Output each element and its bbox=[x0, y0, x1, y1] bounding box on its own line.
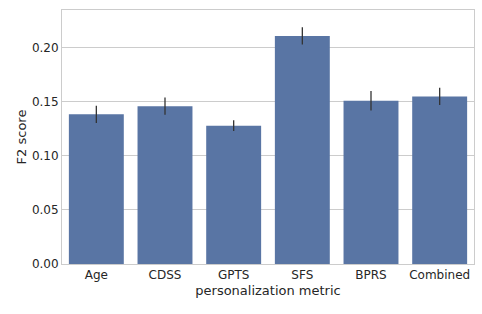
svg-text:0.10: 0.10 bbox=[32, 149, 59, 163]
svg-text:0.00: 0.00 bbox=[32, 257, 59, 271]
svg-text:personalization metric: personalization metric bbox=[195, 283, 340, 298]
svg-text:BPRS: BPRS bbox=[355, 268, 386, 282]
svg-text:Age: Age bbox=[85, 268, 108, 282]
svg-text:0.15: 0.15 bbox=[32, 95, 59, 109]
svg-text:SFS: SFS bbox=[291, 268, 313, 282]
svg-text:GPTS: GPTS bbox=[218, 268, 249, 282]
svg-text:F2 score: F2 score bbox=[14, 110, 29, 165]
svg-text:CDSS: CDSS bbox=[149, 268, 182, 282]
svg-text:0.05: 0.05 bbox=[32, 203, 59, 217]
svg-text:0.20: 0.20 bbox=[32, 41, 59, 55]
svg-text:Combined: Combined bbox=[409, 268, 470, 282]
